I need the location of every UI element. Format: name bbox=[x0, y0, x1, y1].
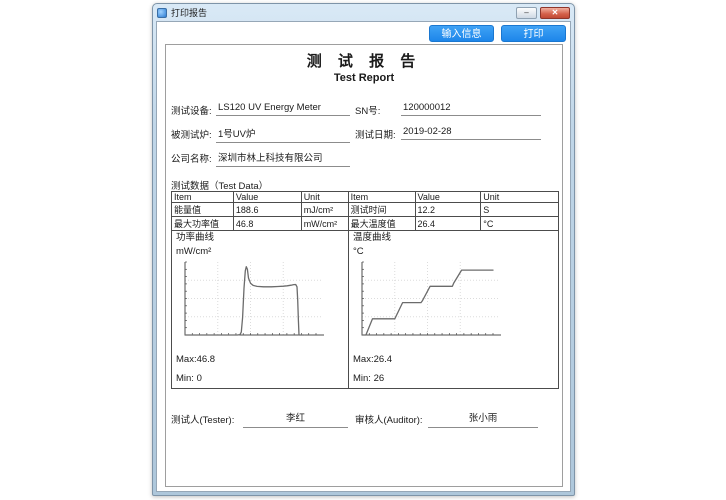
field-value-device: LS120 UV Energy Meter bbox=[216, 102, 350, 116]
power-curve-unit: mW/cm² bbox=[176, 246, 212, 257]
col-header: Item bbox=[171, 191, 234, 203]
power-min-label: Min: 0 bbox=[176, 373, 202, 384]
auditor-value: 张小雨 bbox=[428, 410, 538, 428]
field-row: 被测试炉: 1号UV炉 测试日期: 2019-02-28 bbox=[166, 126, 562, 145]
field-label-date: 测试日期: bbox=[355, 130, 396, 141]
col-header: Value bbox=[414, 191, 482, 203]
field-value-sn: 120000012 bbox=[401, 102, 541, 116]
cell: 188.6 bbox=[232, 202, 302, 217]
cell: 能量值 bbox=[171, 202, 234, 217]
cell: 测试时间 bbox=[347, 202, 416, 217]
cell: 46.8 bbox=[232, 216, 302, 231]
temperature-min-label: Min: 26 bbox=[353, 373, 385, 384]
power-curve-chart bbox=[180, 260, 326, 343]
field-value-company: 深圳市林上科技有限公司 bbox=[216, 150, 350, 167]
charts-box: 功率曲线 mW/cm² Max:46.8 Min: 0 温度曲线 °C Max:… bbox=[171, 226, 559, 389]
col-header: Unit bbox=[480, 191, 559, 203]
print-button[interactable]: 打印 bbox=[501, 25, 566, 42]
col-header: Item bbox=[347, 191, 416, 203]
cell: °C bbox=[480, 216, 559, 231]
field-label-furnace: 被测试炉: bbox=[171, 130, 212, 141]
tester-value: 李红 bbox=[243, 410, 348, 428]
temperature-curve-panel: 温度曲线 °C Max:26.4 Min: 26 bbox=[349, 226, 558, 388]
window-client-area: 输入信息 打印 测 试 报 告 Test Report 测试设备: LS120 … bbox=[156, 21, 571, 492]
cell: 最大温度值 bbox=[347, 216, 416, 231]
close-button[interactable]: ✕ bbox=[540, 6, 570, 19]
window-title: 打印报告 bbox=[171, 8, 208, 18]
cell: 最大功率值 bbox=[171, 216, 234, 231]
tester-label: 测试人(Tester): bbox=[171, 415, 235, 426]
field-value-date: 2019-02-28 bbox=[401, 126, 541, 140]
table-header-row: Item Value Unit Item Value Unit bbox=[171, 191, 559, 203]
col-header: Value bbox=[232, 191, 302, 203]
cell: 26.4 bbox=[414, 216, 482, 231]
field-row: 测试设备: LS120 UV Energy Meter SN号: 1200000… bbox=[166, 102, 562, 121]
col-header: Unit bbox=[300, 191, 349, 203]
temperature-curve-title: 温度曲线 bbox=[353, 232, 392, 243]
print-report-window: 打印报告 – ✕ 输入信息 打印 测 试 报 告 Test Report 测试设… bbox=[152, 3, 575, 496]
field-value-furnace: 1号UV炉 bbox=[216, 126, 350, 143]
signature-row: 测试人(Tester): 李红 审核人(Auditor): 张小雨 bbox=[166, 410, 562, 430]
test-data-table: Item Value Unit Item Value Unit 能量值 188.… bbox=[171, 191, 559, 231]
input-info-button[interactable]: 输入信息 bbox=[429, 25, 494, 42]
test-data-section-label: 测试数据（Test Data） bbox=[171, 181, 269, 192]
app-icon bbox=[157, 7, 167, 18]
temperature-curve-chart bbox=[357, 260, 503, 343]
field-label-device: 测试设备: bbox=[171, 106, 212, 117]
auditor-label: 审核人(Auditor): bbox=[355, 415, 423, 426]
temperature-curve-unit: °C bbox=[353, 246, 364, 257]
temperature-max-label: Max:26.4 bbox=[353, 354, 393, 365]
cell: mJ/cm² bbox=[300, 202, 349, 217]
title-bar[interactable]: 打印报告 – ✕ bbox=[153, 4, 574, 21]
report-title-en: Test Report bbox=[333, 72, 395, 84]
cell: S bbox=[480, 202, 559, 217]
table-row: 能量值 188.6 mJ/cm² 测试时间 12.2 S bbox=[171, 202, 559, 217]
field-row: 公司名称: 深圳市林上科技有限公司 bbox=[166, 151, 562, 169]
table-row: 最大功率值 46.8 mW/cm² 最大温度值 26.4 °C bbox=[171, 216, 559, 231]
report-paper: 测 试 报 告 Test Report 测试设备: LS120 UV Energ… bbox=[165, 44, 563, 487]
report-title-cn: 测 试 报 告 bbox=[306, 53, 422, 70]
power-curve-panel: 功率曲线 mW/cm² Max:46.8 Min: 0 bbox=[172, 226, 349, 388]
field-label-sn: SN号: bbox=[355, 106, 381, 117]
power-curve-title: 功率曲线 bbox=[176, 232, 215, 243]
minimize-button[interactable]: – bbox=[516, 6, 537, 19]
cell: 12.2 bbox=[414, 202, 482, 217]
cell: mW/cm² bbox=[300, 216, 349, 231]
power-max-label: Max:46.8 bbox=[176, 354, 216, 365]
field-label-company: 公司名称: bbox=[171, 154, 212, 165]
